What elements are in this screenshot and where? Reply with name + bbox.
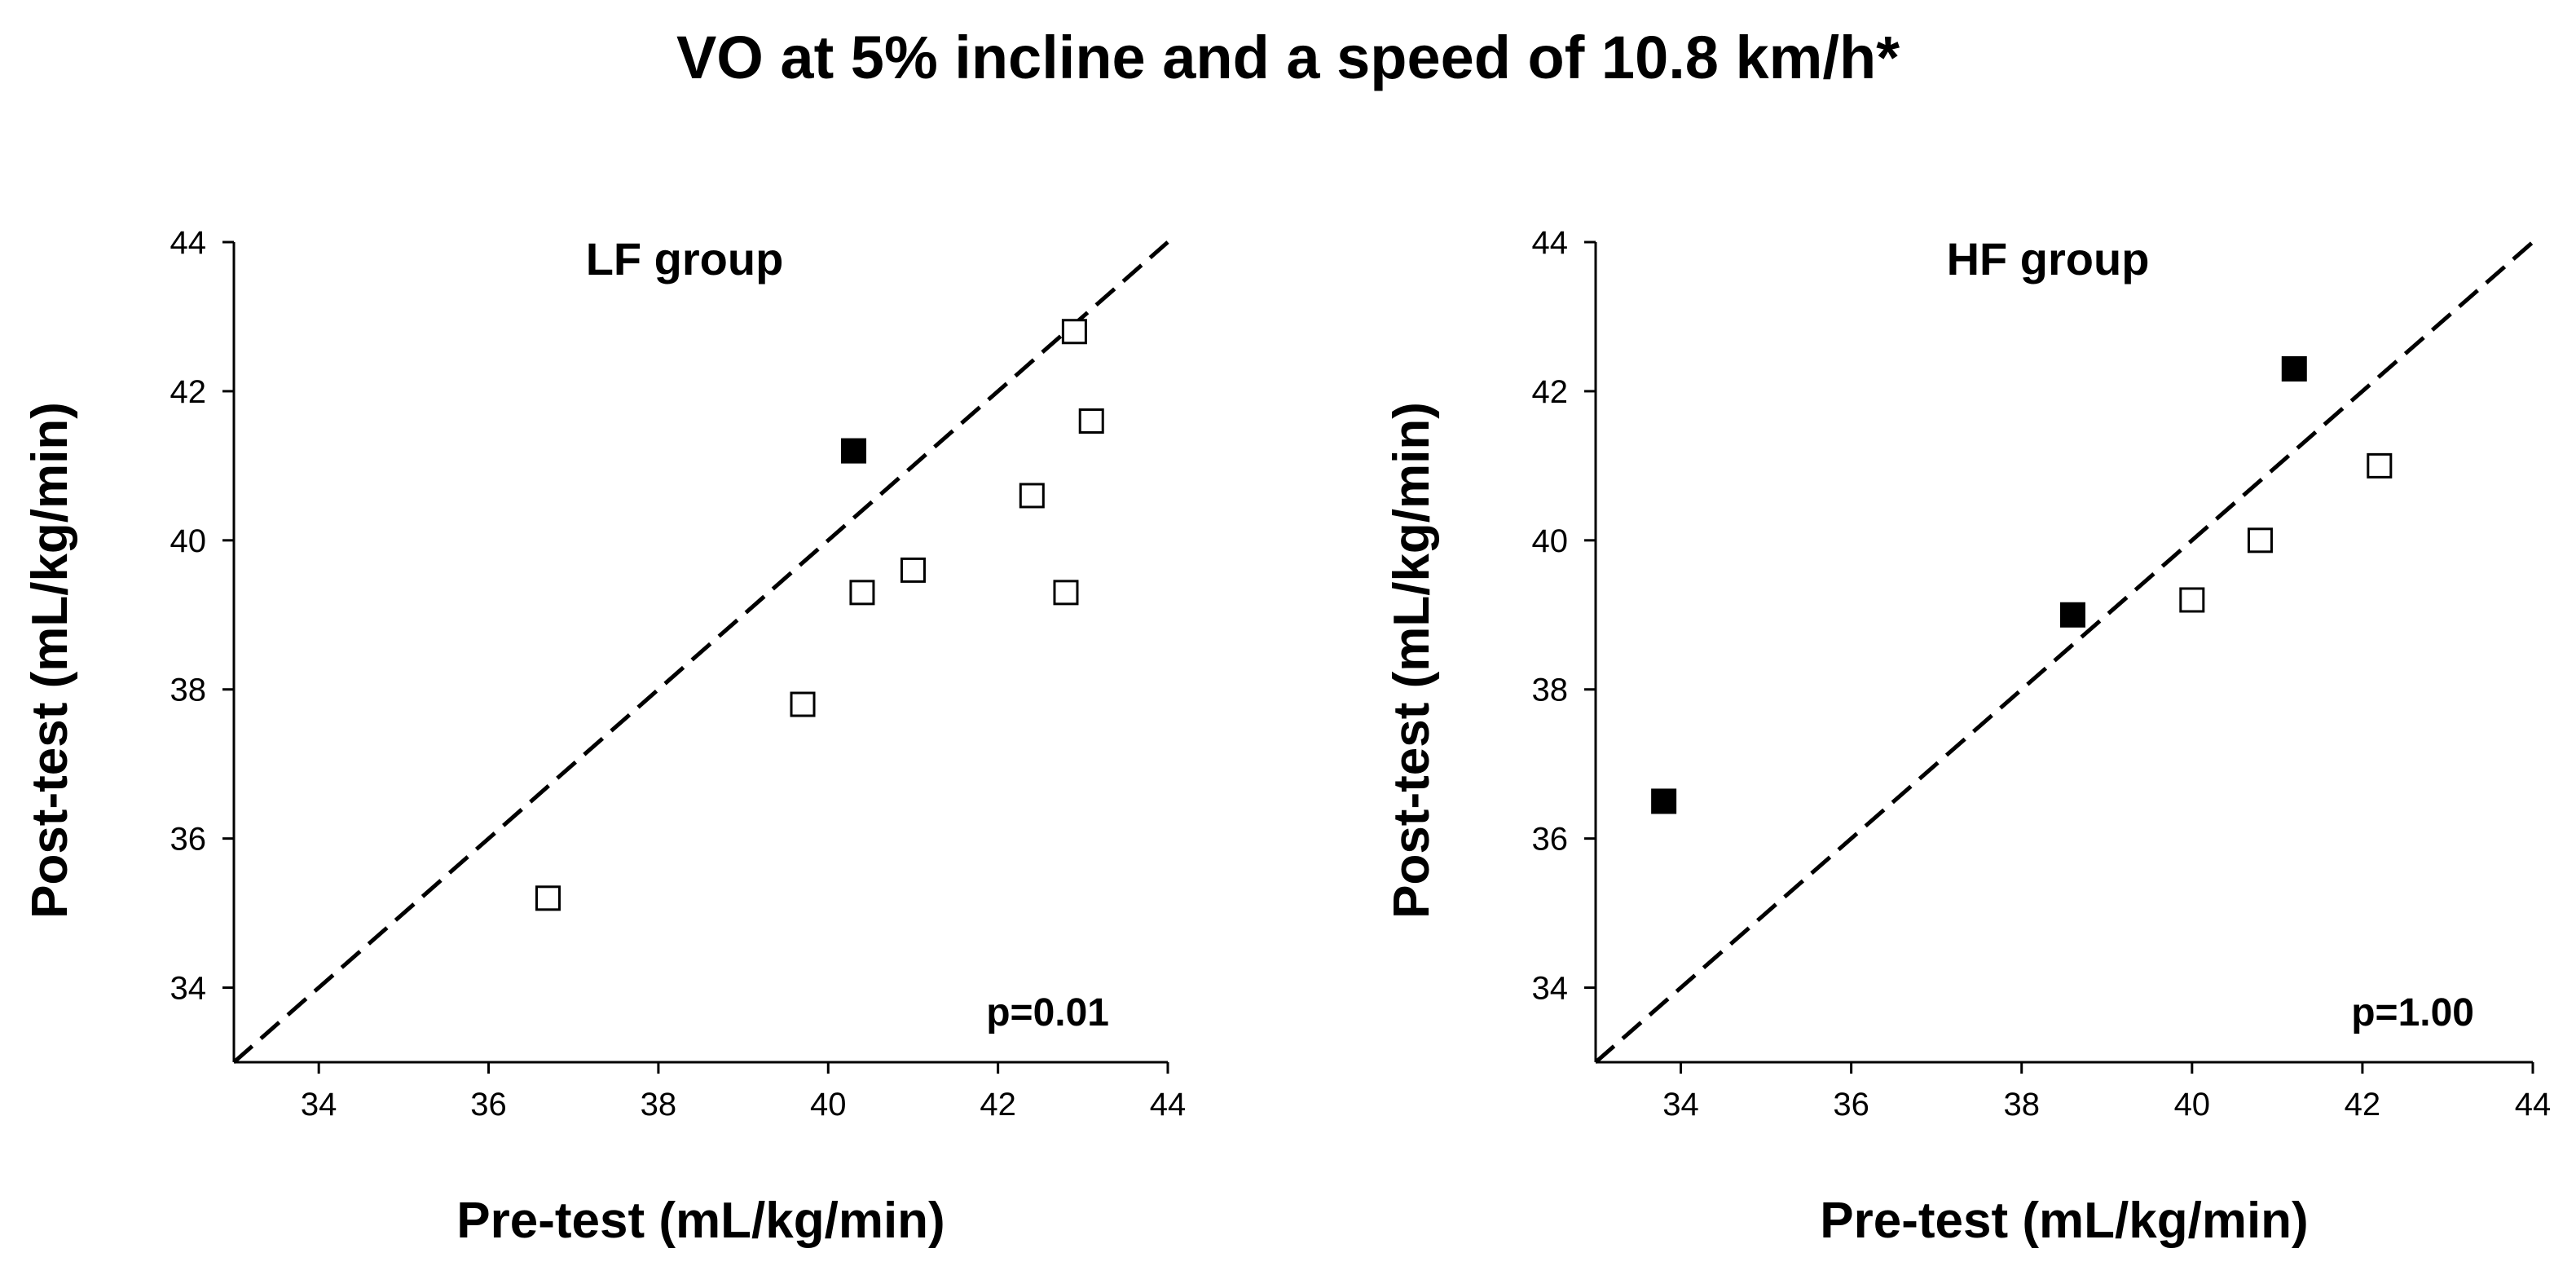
x-tick-label: 40: [810, 1087, 847, 1123]
panel-lf-group: 34 36 38 40 42 44 34 36 38 40 42 44 LF group p=0.01 Pr…: [22, 225, 1186, 1249]
data-point-open: [535, 885, 561, 911]
x-tick-label: 44: [2515, 1087, 2552, 1123]
y-tick-label: 38: [170, 673, 207, 708]
data-point-filled: [841, 438, 867, 464]
data-point-open: [849, 580, 875, 606]
data-point-filled: [2281, 355, 2307, 382]
y-tick-label: 36: [170, 822, 207, 858]
y-axis-label: Post-test (mL/kg/min): [1384, 402, 1440, 919]
data-point-open: [900, 557, 926, 583]
data-point-filled: [1651, 788, 1677, 814]
panel-title: LF group: [586, 233, 784, 285]
chart-title: VO at 5% incline and a speed of 10.8 km/…: [676, 24, 1900, 91]
y-tick-label: 40: [170, 523, 207, 559]
y-tick-label: 44: [170, 225, 207, 261]
x-axis-label: Pre-test (mL/kg/min): [456, 1193, 945, 1249]
data-point-open: [1061, 319, 1087, 345]
data-point-open: [2179, 587, 2205, 613]
data-point-open: [1078, 408, 1104, 434]
data-point-open: [2367, 452, 2393, 479]
x-tick-label: 44: [1150, 1087, 1187, 1123]
identity-line: [232, 240, 1169, 1064]
data-point-open: [1053, 580, 1079, 606]
x-tick-label: 36: [1833, 1087, 1869, 1123]
data-point-filled: [2059, 602, 2085, 628]
y-tick-label: 42: [170, 374, 207, 410]
data-point-open: [1019, 483, 1045, 509]
p-value-annotation: p=1.00: [2351, 991, 2474, 1034]
y-tick-label: 34: [1532, 971, 1569, 1007]
panel-hf-group: 34 36 38 40 42 44 34 36 38 40 42 44 HF group p=1.00 Pr…: [1384, 225, 2551, 1249]
identity-line: [1594, 240, 2534, 1064]
data-point-open: [790, 691, 816, 717]
y-tick-label: 44: [1532, 225, 1569, 261]
y-tick-label: 42: [1532, 374, 1569, 410]
x-tick-label: 42: [2345, 1087, 2381, 1123]
x-tick-label: 42: [980, 1087, 1016, 1123]
x-tick-label: 40: [2174, 1087, 2211, 1123]
y-axis-label: Post-test (mL/kg/min): [22, 402, 78, 919]
y-tick-label: 38: [1532, 673, 1569, 708]
x-tick-label: 38: [2003, 1087, 2040, 1123]
y-tick-label: 36: [1532, 822, 1569, 858]
x-tick-label: 34: [301, 1087, 337, 1123]
x-tick-label: 36: [470, 1087, 507, 1123]
data-point-open: [2247, 527, 2273, 554]
p-value-annotation: p=0.01: [986, 991, 1109, 1034]
panel-title: HF group: [1947, 233, 2150, 285]
x-tick-label: 38: [641, 1087, 677, 1123]
y-tick-label: 40: [1532, 523, 1569, 559]
x-axis-label: Pre-test (mL/kg/min): [1820, 1193, 2308, 1249]
y-tick-label: 34: [170, 971, 207, 1007]
x-tick-label: 34: [1662, 1087, 1699, 1123]
